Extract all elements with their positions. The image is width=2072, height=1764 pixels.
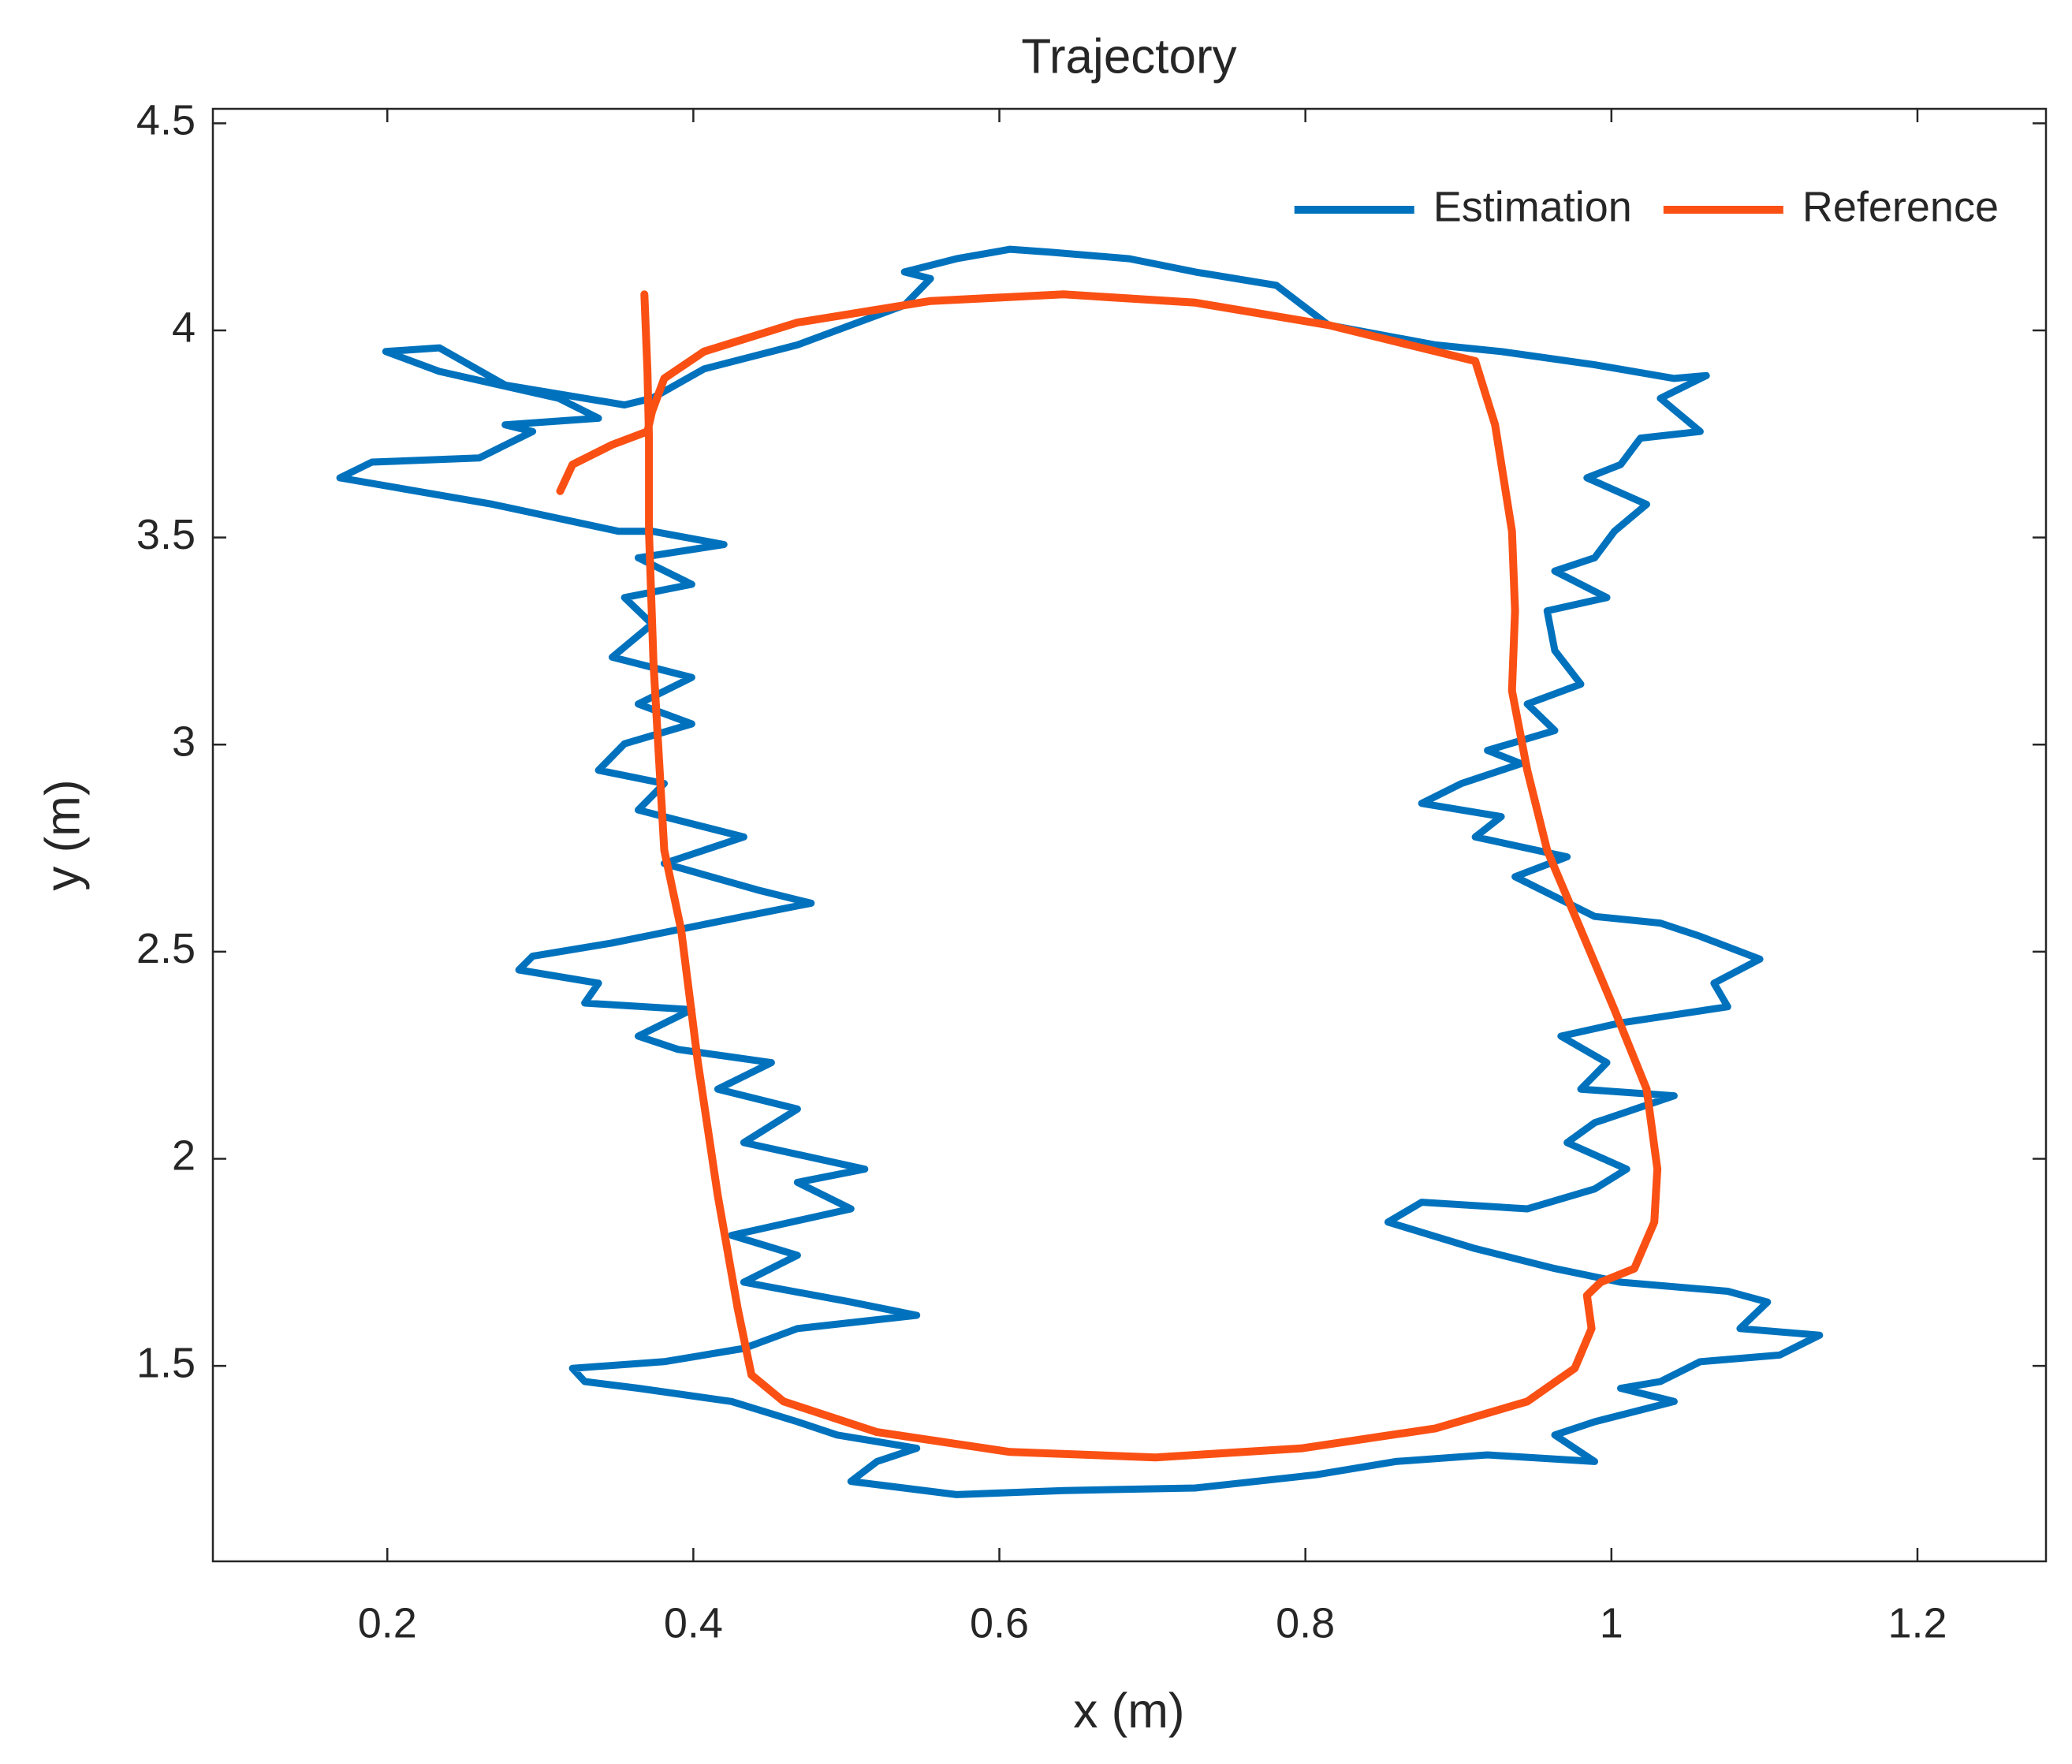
x-axis-label: x (m) xyxy=(1073,1684,1184,1738)
legend-label: Estimation xyxy=(1433,183,1632,230)
y-tick-label: 2.5 xyxy=(136,925,196,972)
y-tick-label: 4.5 xyxy=(136,97,196,144)
y-axis-label: y (m) xyxy=(35,779,90,890)
x-tick-label: 1.2 xyxy=(1888,1599,1947,1647)
x-tick-label: 1 xyxy=(1600,1599,1623,1647)
plot-frame xyxy=(211,107,2048,1563)
chart-title: Trajectory xyxy=(1021,29,1236,84)
x-tick-label: 0.6 xyxy=(970,1599,1029,1647)
y-tick-label: 3 xyxy=(172,718,196,766)
series-line xyxy=(336,245,1824,1498)
y-tick-label: 4 xyxy=(172,304,196,351)
legend-label: Reference xyxy=(1802,183,1999,230)
series-line xyxy=(556,290,1662,1462)
y-tick-label: 1.5 xyxy=(136,1339,196,1386)
x-tick-label: 0.4 xyxy=(664,1599,723,1647)
x-tick-label: 0.2 xyxy=(358,1599,417,1647)
y-tick-label: 2 xyxy=(172,1132,196,1180)
x-tick-label: 0.8 xyxy=(1276,1599,1335,1647)
y-tick-label: 3.5 xyxy=(136,511,196,558)
